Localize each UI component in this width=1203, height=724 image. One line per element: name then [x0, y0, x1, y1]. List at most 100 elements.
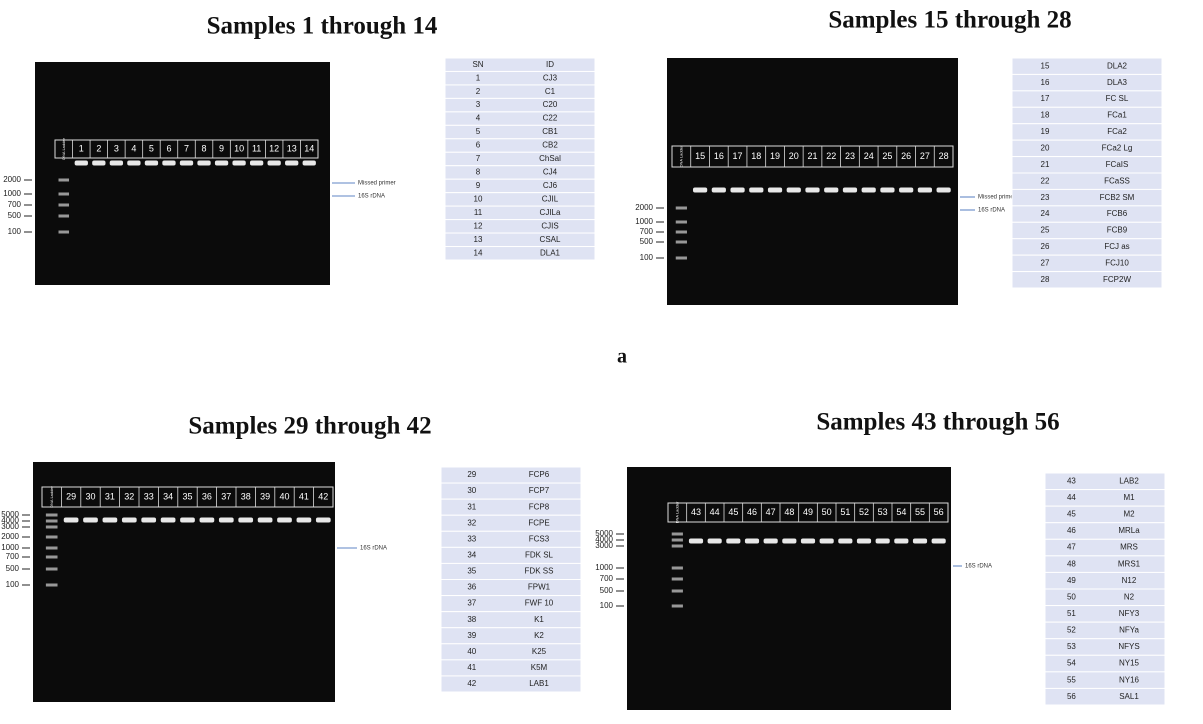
table-cell: 5 — [476, 127, 481, 136]
dna-band — [824, 187, 839, 193]
lane-number: 16 — [714, 151, 724, 161]
dna-band — [232, 160, 246, 166]
table-cell: FCaSS — [1104, 176, 1130, 185]
dna-band — [83, 517, 98, 523]
table-row — [1044, 687, 1166, 706]
table-row — [444, 57, 596, 72]
ladder-marker: 100 — [6, 580, 20, 589]
lane-number: 20 — [789, 151, 799, 161]
table-row — [444, 178, 596, 194]
table-row — [1044, 588, 1166, 607]
table-cell: FPW1 — [528, 583, 551, 592]
ladder-band — [45, 555, 58, 559]
lane-number: 26 — [901, 151, 911, 161]
dna-band — [121, 517, 137, 523]
table-cell: 55 — [1067, 675, 1076, 684]
dna-band — [179, 160, 194, 166]
dna-band — [296, 517, 312, 523]
ladder-band — [58, 214, 70, 218]
lane-number: 18 — [751, 151, 761, 161]
dna-band — [218, 517, 234, 523]
table-cell: DLA3 — [1107, 78, 1128, 87]
ladder-marker: 1000 — [595, 563, 613, 572]
table-row — [444, 192, 596, 207]
table-cell: 15 — [1041, 61, 1050, 70]
dna-band — [936, 187, 951, 193]
table-cell: 11 — [474, 208, 483, 217]
table-cell: 4 — [476, 114, 481, 123]
lane-number: 55 — [915, 507, 925, 517]
table-cell: FCB2 SM — [1100, 193, 1135, 202]
table-row — [444, 232, 596, 248]
table-cell: SAL1 — [1119, 692, 1139, 701]
table-row — [1011, 73, 1163, 92]
table-cell: FCB6 — [1107, 209, 1128, 218]
dna-band — [92, 160, 106, 166]
ladder-label: DNA Ladder — [678, 145, 683, 167]
lane-number: 23 — [845, 151, 855, 161]
ladder-band — [671, 544, 683, 548]
table-row — [1044, 621, 1166, 640]
table-cell: 32 — [467, 518, 476, 527]
ladder-band — [45, 535, 58, 539]
dna-band — [302, 160, 316, 166]
lane-number: 36 — [202, 491, 212, 501]
lane-number: 43 — [691, 507, 701, 517]
table-cell: 40 — [467, 647, 476, 656]
table-row — [444, 138, 596, 153]
table-cell: FWF 10 — [525, 599, 554, 608]
dna-band — [109, 160, 124, 166]
lane-number: 37 — [221, 491, 231, 501]
lane-number: 27 — [920, 151, 930, 161]
table-cell: N2 — [1124, 592, 1135, 601]
ladder-marker: 100 — [640, 253, 654, 262]
table-cell: K5M — [531, 663, 548, 672]
table-cell: 27 — [1041, 258, 1050, 267]
lane-number: 35 — [182, 491, 192, 501]
ladder-band — [671, 538, 683, 542]
table-row — [440, 643, 582, 661]
ladder-marker: 500 — [640, 237, 654, 246]
ladder-label: DNA Ladder — [61, 137, 66, 159]
table-cell: 7 — [476, 154, 481, 163]
table-cell: FCS3 — [529, 534, 550, 543]
lane-number: 13 — [287, 143, 297, 153]
dna-band — [842, 187, 858, 193]
dna-band — [856, 538, 872, 544]
ladder-label: DNA Ladder — [49, 485, 54, 507]
lane-number: 47 — [766, 507, 776, 517]
dna-band — [805, 187, 820, 193]
lane-number: 33 — [144, 491, 154, 501]
table-cell: FCJ10 — [1105, 258, 1129, 267]
ladder-marker: 700 — [640, 227, 654, 236]
ladder-marker: 700 — [6, 552, 20, 561]
table-row — [440, 514, 582, 532]
table-cell: NFYS — [1118, 642, 1139, 651]
dna-band — [744, 538, 760, 544]
lane-number: 3 — [114, 143, 119, 153]
lane-number: 21 — [807, 151, 817, 161]
table-cell: 37 — [467, 599, 476, 608]
gel — [33, 462, 335, 702]
table-cell: 2 — [476, 87, 481, 96]
lane-number: 39 — [260, 491, 270, 501]
panel-title: Samples 43 through 56 — [816, 409, 1059, 436]
table-cell: 44 — [1067, 493, 1076, 502]
table-cell: FC SL — [1106, 94, 1129, 103]
table-cell: FCP8 — [529, 502, 550, 511]
dna-band — [726, 538, 741, 544]
dna-band — [257, 517, 273, 523]
lane-number: 17 — [733, 151, 743, 161]
lane-number: 34 — [163, 491, 173, 501]
ladder-marker: 2000 — [1, 532, 19, 541]
table-cell: NFY3 — [1119, 609, 1140, 618]
table-row — [440, 466, 582, 484]
table-cell: CJILa — [540, 208, 561, 217]
table-cell: DLA2 — [1107, 61, 1128, 70]
table-cell: 14 — [474, 248, 483, 257]
dna-band — [180, 517, 195, 523]
table-cell: 52 — [1067, 626, 1076, 635]
dna-band — [162, 160, 176, 166]
table-cell: 34 — [467, 551, 476, 560]
ladder-band — [58, 178, 70, 182]
